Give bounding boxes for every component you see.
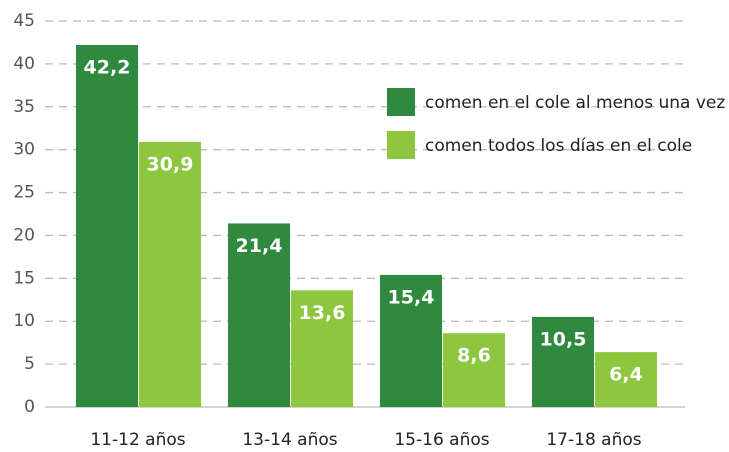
x-tick-label: 11-12 años xyxy=(90,430,185,450)
data-label: 10,5 xyxy=(540,328,587,350)
bar xyxy=(532,316,594,407)
y-tick-label: 5 xyxy=(24,354,35,374)
bar xyxy=(228,223,290,407)
legend-label: comen todos los días en el cole xyxy=(425,136,692,156)
x-tick-label: 17-18 años xyxy=(546,430,641,450)
y-tick-label: 45 xyxy=(13,11,35,31)
bar xyxy=(595,352,657,407)
data-label: 15,4 xyxy=(388,286,435,308)
legend-swatch xyxy=(387,88,415,116)
legend-swatch xyxy=(387,131,415,159)
bar xyxy=(443,333,505,407)
data-label: 13,6 xyxy=(299,302,346,324)
legend-label: comen en el cole al menos una vez xyxy=(425,93,725,113)
y-tick-label: 0 xyxy=(24,397,35,417)
data-label: 8,6 xyxy=(457,345,491,367)
y-tick-label: 10 xyxy=(13,311,35,331)
y-tick-label: 40 xyxy=(13,54,35,74)
y-tick-label: 20 xyxy=(13,225,35,245)
y-tick-label: 25 xyxy=(13,183,35,203)
data-label: 6,4 xyxy=(609,364,643,386)
x-tick-label: 15-16 años xyxy=(394,430,489,450)
data-label: 30,9 xyxy=(147,153,194,175)
bar xyxy=(380,274,442,407)
bar xyxy=(291,290,353,407)
y-tick-label: 15 xyxy=(13,268,35,288)
y-tick-label: 30 xyxy=(13,140,35,160)
data-label: 21,4 xyxy=(236,235,283,257)
x-tick-label: 13-14 años xyxy=(242,430,337,450)
y-tick-label: 35 xyxy=(13,97,35,117)
bar xyxy=(139,141,201,408)
bar xyxy=(76,45,138,408)
data-label: 42,2 xyxy=(84,57,131,79)
